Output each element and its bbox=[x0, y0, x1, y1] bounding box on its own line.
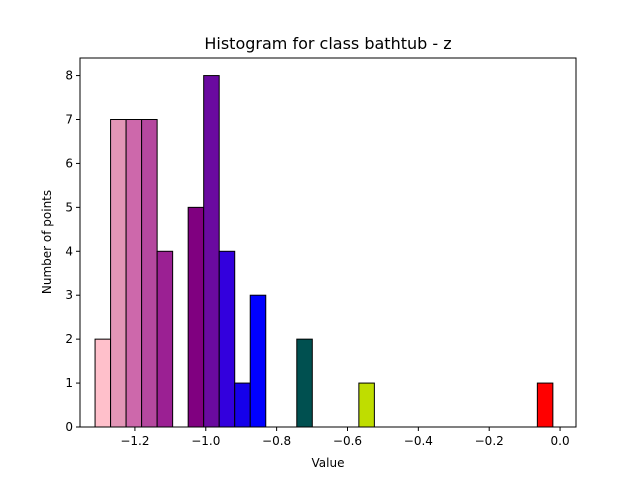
x-tick-label: −0.2 bbox=[475, 434, 504, 448]
plot-frame bbox=[79, 57, 577, 428]
y-tick-label: 4 bbox=[65, 244, 73, 258]
y-tick-label: 7 bbox=[65, 113, 73, 127]
histogram-bar-9 bbox=[249, 294, 267, 428]
x-tick-label: −1.2 bbox=[120, 434, 149, 448]
x-tick-label: 0.0 bbox=[551, 434, 570, 448]
histogram-bar-4 bbox=[156, 250, 174, 428]
y-tick-label: 5 bbox=[65, 200, 73, 214]
histogram-bar-6 bbox=[203, 75, 220, 428]
y-tick-label: 6 bbox=[65, 156, 73, 170]
histogram-bar-10 bbox=[296, 338, 313, 428]
x-tick-label: −0.4 bbox=[404, 434, 433, 448]
y-axis-label: Number of points bbox=[40, 190, 54, 294]
histogram-bar-11 bbox=[358, 382, 375, 428]
y-tick-label: 2 bbox=[65, 332, 73, 346]
histogram-bar-12 bbox=[536, 382, 554, 428]
y-tick-label: 0 bbox=[65, 420, 73, 434]
histogram-bar-3 bbox=[141, 119, 158, 428]
histogram-bar-5 bbox=[187, 206, 205, 428]
histogram-bar-2 bbox=[125, 119, 143, 428]
y-tick-label: 3 bbox=[65, 288, 73, 302]
x-tick-label: −1.0 bbox=[191, 434, 220, 448]
y-tick-label: 1 bbox=[65, 376, 73, 390]
bars-group bbox=[94, 75, 554, 428]
histogram-bar-0 bbox=[94, 338, 112, 428]
x-axis-label: Value bbox=[312, 456, 345, 470]
chart-title: Histogram for class bathtub - z bbox=[204, 34, 451, 53]
x-tick-label: −0.8 bbox=[262, 434, 291, 448]
x-axis-ticks: −1.2 −1.0 −0.8 −0.6 −0.4 −0.2 0.0 bbox=[120, 427, 570, 448]
histogram-bar-7 bbox=[218, 250, 236, 428]
y-axis-ticks: 0 1 2 3 4 5 6 7 8 bbox=[65, 69, 80, 434]
y-tick-label: 8 bbox=[65, 69, 73, 83]
histogram-bar-8 bbox=[234, 382, 251, 428]
histogram-bar-1 bbox=[110, 119, 127, 428]
x-tick-label: −0.6 bbox=[333, 434, 362, 448]
